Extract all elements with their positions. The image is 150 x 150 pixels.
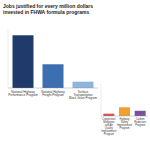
x-tick-label: CongestionMitigationand AirQualityImprov…: [101, 117, 116, 136]
chart: Jobs justified for every million dollars…: [0, 0, 150, 150]
bar: [13, 35, 34, 88]
bars: [13, 35, 94, 88]
x-tick-label: HighwaySafetyImprovementProgram: [117, 117, 132, 130]
bar: [73, 82, 94, 88]
y-axis: [8, 30, 9, 88]
bars: [103, 107, 145, 116]
x-axis: [101, 116, 148, 117]
bar: [119, 107, 130, 116]
title: Jobs justified for every million dollars…: [3, 3, 93, 15]
x-axis: [8, 88, 98, 89]
bar: [103, 114, 114, 116]
x-tick-label: National HighwayPerformance Program: [8, 90, 38, 97]
x-tick-label: SurfaceTransportationBlock Grant Program: [69, 90, 98, 101]
bar: [135, 111, 146, 116]
x-tick-label: CarbonReductionProgram: [134, 117, 146, 127]
x-tick-label: National HighwayFreight Program: [41, 90, 65, 97]
y-axis: [101, 84, 102, 116]
bar: [43, 64, 64, 88]
background: [0, 0, 150, 150]
